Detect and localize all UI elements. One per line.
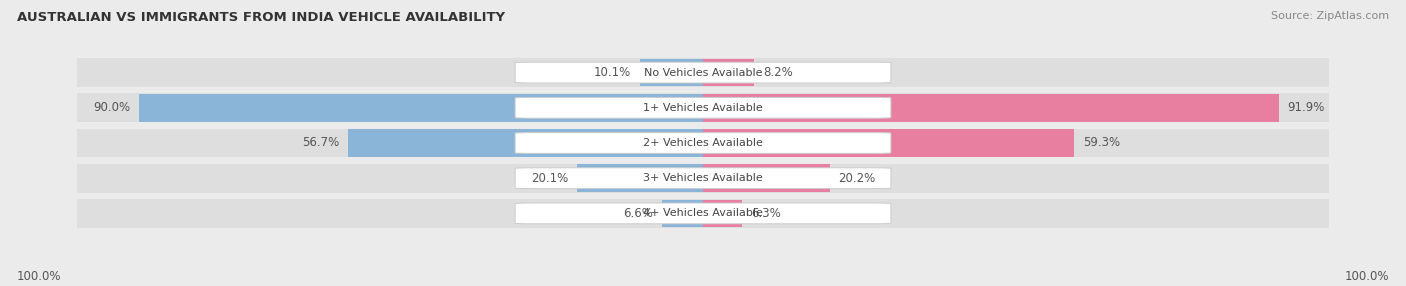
Text: 91.9%: 91.9% <box>1288 101 1324 114</box>
Text: 4+ Vehicles Available: 4+ Vehicles Available <box>643 208 763 219</box>
Text: 20.1%: 20.1% <box>531 172 568 185</box>
Text: 1+ Vehicles Available: 1+ Vehicles Available <box>643 103 763 113</box>
FancyBboxPatch shape <box>515 133 891 153</box>
Text: 8.2%: 8.2% <box>763 66 793 79</box>
Bar <box>703 94 1278 122</box>
FancyBboxPatch shape <box>515 168 891 188</box>
Bar <box>703 129 1074 157</box>
Text: 6.6%: 6.6% <box>623 207 652 220</box>
Text: 6.3%: 6.3% <box>751 207 780 220</box>
Text: Source: ZipAtlas.com: Source: ZipAtlas.com <box>1271 11 1389 21</box>
Text: 20.2%: 20.2% <box>838 172 876 185</box>
Text: 10.1%: 10.1% <box>593 66 631 79</box>
Bar <box>77 164 1329 193</box>
FancyBboxPatch shape <box>515 62 891 83</box>
Bar <box>640 59 703 86</box>
FancyBboxPatch shape <box>515 98 891 118</box>
Text: 2+ Vehicles Available: 2+ Vehicles Available <box>643 138 763 148</box>
Bar <box>77 199 1329 228</box>
Text: No Vehicles Available: No Vehicles Available <box>644 67 762 78</box>
Text: 90.0%: 90.0% <box>93 101 131 114</box>
Text: AUSTRALIAN VS IMMIGRANTS FROM INDIA VEHICLE AVAILABILITY: AUSTRALIAN VS IMMIGRANTS FROM INDIA VEHI… <box>17 11 505 24</box>
Bar <box>703 164 830 192</box>
Bar <box>576 164 703 192</box>
Bar <box>703 59 755 86</box>
Bar <box>77 129 1329 157</box>
Bar <box>77 58 1329 87</box>
Text: 100.0%: 100.0% <box>1344 270 1389 283</box>
Text: 3+ Vehicles Available: 3+ Vehicles Available <box>643 173 763 183</box>
Text: 100.0%: 100.0% <box>17 270 62 283</box>
Bar <box>347 129 703 157</box>
Bar <box>77 93 1329 122</box>
Text: 56.7%: 56.7% <box>302 136 339 150</box>
FancyBboxPatch shape <box>515 203 891 224</box>
Bar <box>662 200 703 227</box>
Text: 59.3%: 59.3% <box>1083 136 1121 150</box>
Bar <box>703 200 742 227</box>
Bar <box>139 94 703 122</box>
